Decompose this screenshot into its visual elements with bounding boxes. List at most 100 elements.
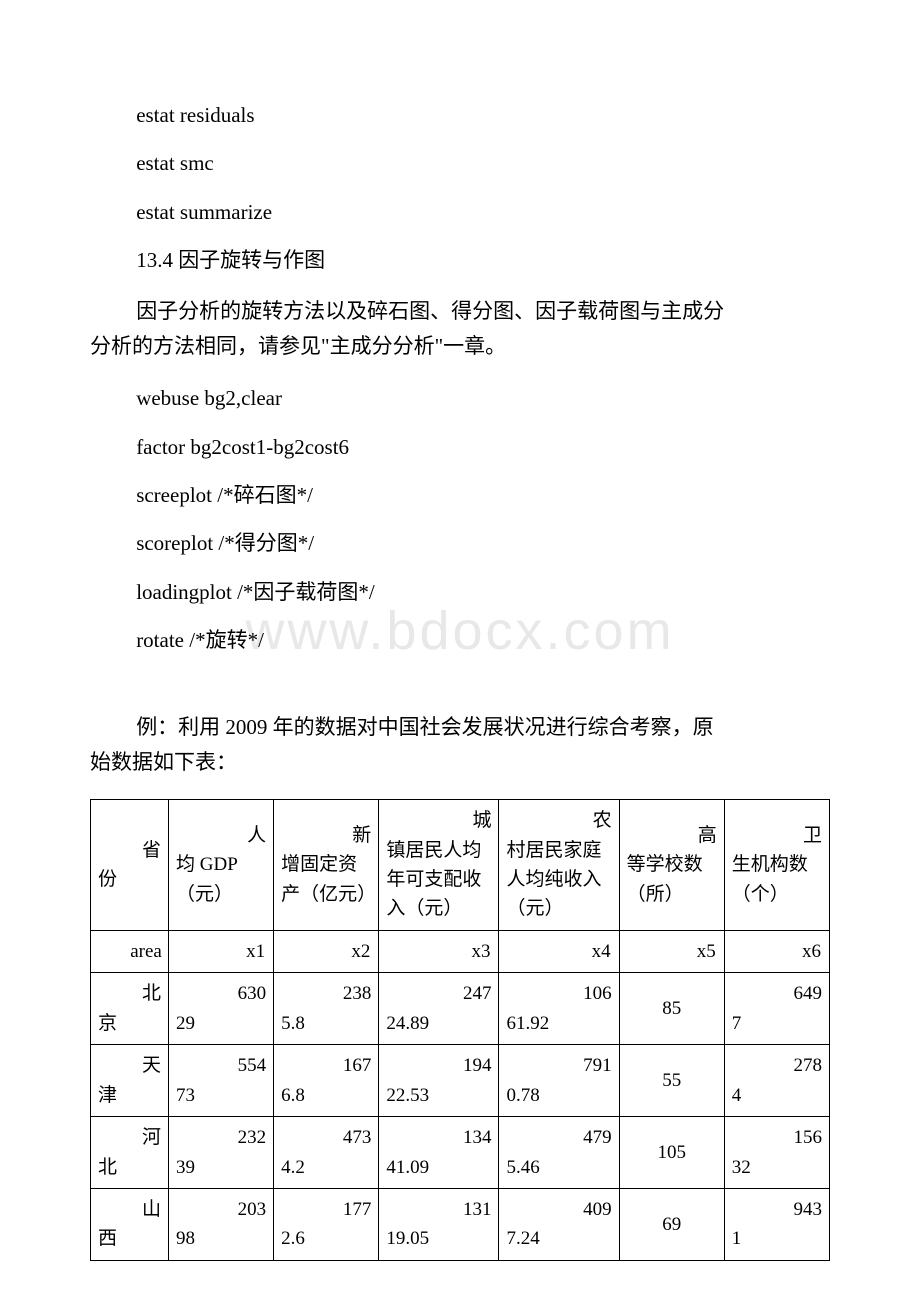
table-cell: 232 39 <box>169 1117 274 1189</box>
table-cell: 69 <box>619 1188 724 1260</box>
cell-text: 天 <box>96 1051 163 1080</box>
table-cell-province: 北 京 <box>91 973 169 1045</box>
table-cell: 791 0.78 <box>499 1045 619 1117</box>
cell-value: 473 <box>279 1123 373 1152</box>
cell-text: 山 <box>96 1195 163 1224</box>
cell-value: 19.05 <box>384 1224 493 1253</box>
header-text: 增固定资产（亿元） <box>279 850 373 909</box>
table-cell: 85 <box>619 973 724 1045</box>
cell-value: 409 <box>504 1195 613 1224</box>
table-cell: 649 7 <box>724 973 829 1045</box>
cell-text: 北 <box>96 1153 163 1182</box>
table-cell-province: 河 北 <box>91 1117 169 1189</box>
cell-value: 238 <box>279 979 373 1008</box>
cell-value: 203 <box>174 1195 268 1224</box>
table-cell: 131 19.05 <box>379 1188 499 1260</box>
code-line: factor bg2cost1-bg2cost6 <box>90 432 830 462</box>
table-cell: 409 7.24 <box>499 1188 619 1260</box>
table-cell-province: 天 津 <box>91 1045 169 1117</box>
cell-text: 西 <box>96 1224 163 1253</box>
cell-value: 7.24 <box>504 1224 613 1253</box>
cell-value: 7 <box>730 1009 824 1038</box>
table-row: 河 北 232 39 473 4.2 134 41.09 <box>91 1117 830 1189</box>
table-cell: 278 4 <box>724 1045 829 1117</box>
table-cell: 194 22.53 <box>379 1045 499 1117</box>
cell-text: 河 <box>96 1123 163 1152</box>
header-text: 人 <box>174 821 268 850</box>
table-cell: 55 <box>619 1045 724 1117</box>
table-cell: x4 <box>499 930 619 972</box>
cell-value: 943 <box>730 1195 824 1224</box>
paragraph: 例：利用 2009 年的数据对中国社会发展状况进行综合考察，原 始数据如下表： <box>90 710 830 781</box>
section-heading: 13.4 因子旋转与作图 <box>90 245 830 275</box>
table-header-cell: 农 村居民家庭人均纯收入（元） <box>499 800 619 931</box>
table-cell: 105 <box>619 1117 724 1189</box>
cell-value: 167 <box>279 1051 373 1080</box>
paragraph-text: 例：利用 2009 年的数据对中国社会发展状况进行综合考察，原 <box>90 710 830 746</box>
cell-value: 131 <box>384 1195 493 1224</box>
table-cell: 106 61.92 <box>499 973 619 1045</box>
paragraph-text: 因子分析的旋转方法以及碎石图、得分图、因子载荷图与主成分 <box>90 294 830 330</box>
code-line: estat residuals <box>90 100 830 130</box>
cell-value: 791 <box>504 1051 613 1080</box>
cell-value: 134 <box>384 1123 493 1152</box>
cell-value: 6.8 <box>279 1081 373 1110</box>
table-cell: 177 2.6 <box>274 1188 379 1260</box>
table-header-cell: 卫 生机构数（个） <box>724 800 829 931</box>
table-cell: 203 98 <box>169 1188 274 1260</box>
table-header-cell: 高 等学校数（所） <box>619 800 724 931</box>
cell-text: 津 <box>96 1081 163 1110</box>
table-cell-province: 山 西 <box>91 1188 169 1260</box>
cell-value: 98 <box>174 1224 268 1253</box>
header-text: 卫 <box>730 821 824 850</box>
cell-value: 5.8 <box>279 1009 373 1038</box>
table-cell: x1 <box>169 930 274 972</box>
cell-value: 278 <box>730 1051 824 1080</box>
table-cell: 473 4.2 <box>274 1117 379 1189</box>
table-cell: x6 <box>724 930 829 972</box>
cell-value: 39 <box>174 1153 268 1182</box>
table-header-cell: 省 份 <box>91 800 169 931</box>
cell-value: 554 <box>174 1051 268 1080</box>
paragraph-text: 分析的方法相同，请参见"主成分分析"一章。 <box>90 334 506 358</box>
table-header-cell: 新 增固定资产（亿元） <box>274 800 379 931</box>
table-row: 天 津 554 73 167 6.8 194 22.53 <box>91 1045 830 1117</box>
table-cell: area <box>91 930 169 972</box>
table-cell: 479 5.46 <box>499 1117 619 1189</box>
cell-value: 41.09 <box>384 1153 493 1182</box>
header-text: 村居民家庭人均纯收入（元） <box>504 836 613 924</box>
table-header-cell: 人 均 GDP（元） <box>169 800 274 931</box>
code-line: rotate /*旋转*/ <box>90 625 830 655</box>
cell-value: 4.2 <box>279 1153 373 1182</box>
table-row: 北 京 630 29 238 5.8 247 24.89 <box>91 973 830 1045</box>
cell-value: 29 <box>174 1009 268 1038</box>
table-cell: 167 6.8 <box>274 1045 379 1117</box>
table-cell: 554 73 <box>169 1045 274 1117</box>
cell-value: 5.46 <box>504 1153 613 1182</box>
header-text: 均 GDP（元） <box>174 850 268 909</box>
code-line: scoreplot /*得分图*/ <box>90 528 830 558</box>
cell-value: 2.6 <box>279 1224 373 1253</box>
table-cell: x3 <box>379 930 499 972</box>
table-row: 山 西 203 98 177 2.6 131 19.05 <box>91 1188 830 1260</box>
cell-value: 177 <box>279 1195 373 1224</box>
table-header-cell: 城 镇居民人均年可支配收入（元） <box>379 800 499 931</box>
header-text: 生机构数（个） <box>730 850 824 909</box>
cell-value: 649 <box>730 979 824 1008</box>
code-line: estat smc <box>90 148 830 178</box>
table-cell: x5 <box>619 930 724 972</box>
cell-value: 1 <box>730 1224 824 1253</box>
cell-value: 232 <box>174 1123 268 1152</box>
table-code-row: area x1 x2 x3 x4 x5 x6 <box>91 930 830 972</box>
cell-value: 22.53 <box>384 1081 493 1110</box>
table-cell: 134 41.09 <box>379 1117 499 1189</box>
header-text: 份 <box>96 865 163 894</box>
code-line: estat summarize <box>90 197 830 227</box>
cell-value: 479 <box>504 1123 613 1152</box>
cell-value: 106 <box>504 979 613 1008</box>
document-content: estat residuals estat smc estat summariz… <box>90 100 830 1261</box>
header-text: 城 <box>384 806 493 835</box>
cell-value: 247 <box>384 979 493 1008</box>
code-line: screeplot /*碎石图*/ <box>90 480 830 510</box>
cell-text: 北 <box>96 979 163 1008</box>
